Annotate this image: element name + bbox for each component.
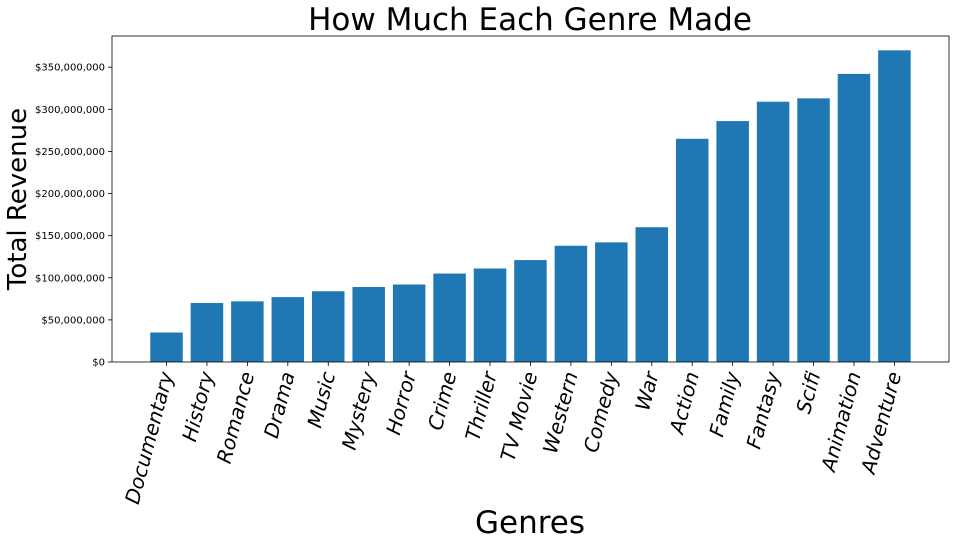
x-tick-label: Action: [664, 369, 704, 438]
y-tick-label: $200,000,000: [35, 189, 105, 200]
bar-crime: [433, 273, 466, 362]
bar-thriller: [473, 268, 507, 362]
bar-romance: [231, 301, 264, 362]
x-tick-label: Fantasy: [741, 368, 785, 451]
plot-frame: [111, 35, 950, 363]
bar-scifi: [797, 98, 830, 362]
bar-horror: [392, 284, 426, 362]
y-tick-label: $350,000,000: [35, 63, 105, 74]
x-tick-label: Comedy: [579, 368, 624, 455]
x-tick-label: Western: [538, 369, 583, 456]
y-ticks-group: $0 $50,000,000 $100,000,000 $150,000,000 $20…: [35, 63, 112, 369]
x-tick-label: Scifi: [791, 369, 825, 416]
x-tick-label: Thriller: [460, 367, 502, 443]
chart-title: How Much Each Genre Made: [308, 2, 752, 38]
bar-animation: [837, 73, 871, 362]
x-tick-label: Family: [704, 368, 745, 439]
y-axis-label: Total Revenue: [3, 108, 33, 291]
x-tick-label: History: [177, 368, 219, 444]
x-tick-label: TV Movie: [495, 369, 542, 464]
y-tick-label: $100,000,000: [35, 273, 105, 284]
bar-family: [716, 121, 749, 362]
bar-music: [312, 291, 345, 362]
y-tick-label: $300,000,000: [35, 105, 105, 116]
y-tick-label: $0: [92, 358, 105, 369]
bar-fantasy: [756, 101, 790, 363]
bar-adventure: [878, 50, 911, 362]
x-tick-label: Drama: [259, 369, 300, 441]
bar-tv-movie: [514, 260, 547, 362]
bar-war: [635, 227, 669, 362]
bar-western: [554, 245, 588, 362]
x-tick-label: Adventure: [856, 369, 907, 478]
x-axis-label: Genres: [475, 505, 585, 541]
x-tick-label: Documentary: [120, 368, 179, 507]
bar-drama: [271, 297, 305, 362]
x-tick-label: Mystery: [337, 368, 381, 452]
bar-history: [190, 303, 224, 362]
bar-action: [675, 138, 709, 362]
bar-comedy: [595, 242, 628, 362]
bar-documentary: [150, 332, 183, 362]
y-tick-label: $250,000,000: [35, 147, 105, 158]
bar-mystery: [352, 287, 385, 362]
x-tick-label: War: [630, 367, 664, 413]
x-tick-label: Horror: [381, 367, 421, 437]
x-tick-label: Romance: [212, 369, 259, 466]
x-tick-label: Music: [302, 369, 340, 430]
x-tick-label: Crime: [423, 369, 462, 433]
y-tick-label: $150,000,000: [35, 231, 105, 242]
y-tick-label: $50,000,000: [41, 315, 105, 326]
bars-group: [150, 50, 911, 363]
